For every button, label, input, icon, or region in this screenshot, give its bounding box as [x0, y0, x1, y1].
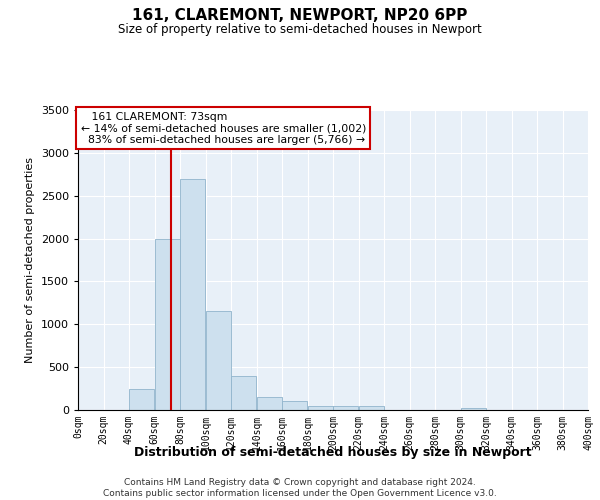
Bar	[180, 178, 205, 410]
Bar	[206, 312, 231, 410]
Bar	[333, 406, 358, 410]
Bar	[461, 408, 486, 410]
Bar	[282, 402, 307, 410]
Text: 161 CLAREMONT: 73sqm
← 14% of semi-detached houses are smaller (1,002)
  83% of : 161 CLAREMONT: 73sqm ← 14% of semi-detac…	[80, 112, 366, 145]
Bar	[359, 406, 384, 410]
Text: Size of property relative to semi-detached houses in Newport: Size of property relative to semi-detach…	[118, 22, 482, 36]
Text: Contains HM Land Registry data © Crown copyright and database right 2024.
Contai: Contains HM Land Registry data © Crown c…	[103, 478, 497, 498]
Bar	[308, 406, 333, 410]
Bar	[257, 397, 282, 410]
Bar	[231, 376, 256, 410]
Text: Distribution of semi-detached houses by size in Newport: Distribution of semi-detached houses by …	[134, 446, 532, 459]
Bar	[155, 238, 180, 410]
Bar	[129, 388, 154, 410]
Y-axis label: Number of semi-detached properties: Number of semi-detached properties	[25, 157, 35, 363]
Text: 161, CLAREMONT, NEWPORT, NP20 6PP: 161, CLAREMONT, NEWPORT, NP20 6PP	[133, 8, 467, 22]
